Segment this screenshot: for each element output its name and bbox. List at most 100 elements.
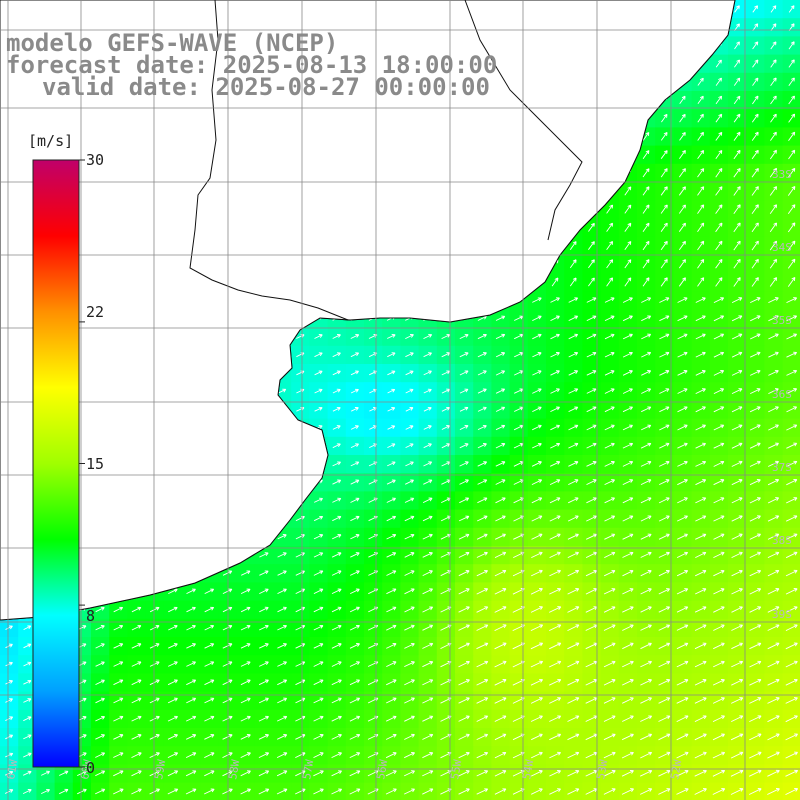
wind-arrow <box>788 77 795 86</box>
wind-arrow <box>604 406 615 413</box>
wind-arrow <box>622 588 634 595</box>
wind-arrow <box>769 204 778 214</box>
wind-arrow <box>749 424 761 431</box>
wind-arrow <box>785 788 799 796</box>
wind-arrow <box>23 770 32 776</box>
wind-arrow <box>422 588 433 595</box>
wind-arrow <box>712 679 725 686</box>
wind-arrow <box>567 751 580 759</box>
wind-arrow <box>622 697 634 704</box>
wind-arrow <box>697 95 704 105</box>
wind-arrow <box>423 479 433 485</box>
wind-arrow <box>477 515 488 522</box>
wind-arrow <box>277 734 288 740</box>
colorbar-tick-15: 15 <box>86 455 105 473</box>
wind-arrow <box>531 733 543 741</box>
lat-label: 36S <box>772 388 792 401</box>
wind-arrow <box>715 258 723 269</box>
wind-arrow <box>750 351 761 358</box>
wind-arrow <box>495 333 506 340</box>
wind-arrow <box>697 113 704 123</box>
wind-arrow <box>185 752 197 759</box>
wind-arrow <box>785 769 799 777</box>
wind-arrow <box>622 606 634 613</box>
wind-arrow <box>749 678 762 686</box>
wind-arrow <box>586 351 597 358</box>
wind-arrow <box>567 770 580 777</box>
wind-arrow <box>477 479 488 485</box>
wind-arrow <box>131 734 142 740</box>
wind-arrow <box>459 479 469 485</box>
wind-arrow <box>476 770 489 777</box>
wind-arrow <box>313 606 324 613</box>
wind-arrow <box>695 370 706 376</box>
wind-arrow <box>167 770 179 777</box>
wind-arrow <box>113 770 124 777</box>
wind-arrow <box>567 569 580 577</box>
wind-arrow <box>604 388 615 394</box>
wind-arrow <box>768 406 779 413</box>
wind-arrow <box>349 733 361 740</box>
wind-arrow <box>640 533 652 540</box>
wind-arrow <box>386 715 397 722</box>
wind-arrow <box>749 551 761 559</box>
wind-arrow <box>204 715 215 722</box>
wind-arrow <box>713 497 725 504</box>
wind-arrow <box>186 643 196 649</box>
wind-arrow <box>603 588 616 595</box>
wind-arrow <box>604 551 616 559</box>
wind-arrow <box>550 297 560 303</box>
wind-arrow <box>731 424 743 431</box>
wind-arrow <box>386 570 397 576</box>
wind-arrow <box>785 606 798 613</box>
wind-arrow <box>222 697 233 704</box>
wind-arrow <box>695 515 707 522</box>
wind-arrow <box>23 752 32 758</box>
wind-arrow <box>660 259 668 269</box>
wind-arrow <box>749 697 762 704</box>
forecast-date: forecast date: 2025-08-13 18:00:00 <box>6 51 498 79</box>
wind-arrow <box>385 770 397 777</box>
wind-arrow <box>549 515 561 522</box>
wind-arrow <box>387 407 396 412</box>
colorbar-tick-0: 0 <box>86 759 96 777</box>
wind-arrow <box>730 751 744 759</box>
wind-arrow <box>697 204 705 214</box>
wind-arrow <box>476 569 488 577</box>
wind-arrow <box>277 552 287 558</box>
wind-arrow <box>476 624 489 631</box>
wind-arrow <box>495 406 506 412</box>
wind-arrow <box>167 715 178 722</box>
wind-arrow <box>785 551 798 559</box>
wind-arrow <box>23 698 32 703</box>
wind-arrow <box>167 788 179 795</box>
lagoon-outline <box>464 0 583 241</box>
wind-arrow <box>697 222 705 233</box>
wind-arrow <box>713 533 725 540</box>
wind-arrow <box>621 788 634 795</box>
wind-arrow <box>658 606 670 613</box>
wind-arrow <box>694 606 707 613</box>
wind-arrow <box>550 315 560 322</box>
wind-arrow <box>586 442 597 449</box>
wind-arrow <box>567 660 580 668</box>
wind-arrow <box>731 697 744 704</box>
wind-arrow <box>569 259 577 269</box>
wind-arrow <box>769 167 778 178</box>
wind-arrow <box>659 424 670 431</box>
wind-arrow <box>386 515 397 522</box>
wind-arrow <box>276 752 288 759</box>
wind-arrow <box>642 132 650 141</box>
wind-arrow <box>733 95 741 105</box>
wind-arrow <box>622 315 633 322</box>
wind-arrow <box>730 788 744 795</box>
wind-arrow <box>349 752 361 759</box>
wind-arrow <box>349 679 360 686</box>
wind-arrow <box>621 733 634 741</box>
wind-arrow <box>422 606 434 613</box>
wind-arrow <box>697 258 705 269</box>
wind-arrow <box>168 643 178 649</box>
wind-arrow <box>567 679 580 686</box>
wind-arrow <box>786 388 798 395</box>
